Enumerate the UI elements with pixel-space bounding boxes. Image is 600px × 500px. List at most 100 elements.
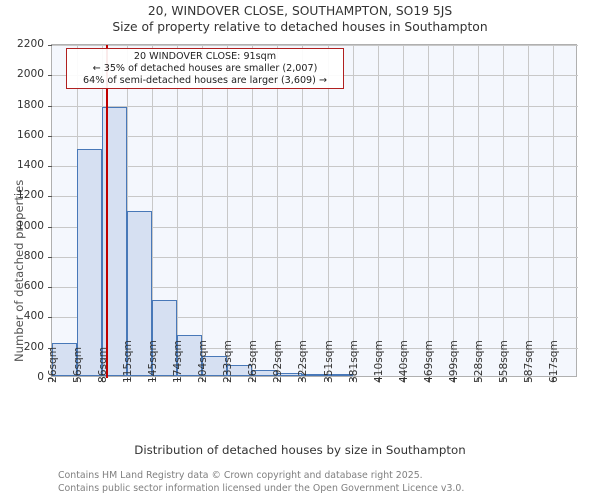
x-axis-tick-label: 233sqm <box>222 340 235 383</box>
histogram-bar <box>252 369 278 376</box>
y-axis-tick-label: 800 <box>23 249 44 262</box>
x-axis-tick-mark <box>302 378 304 382</box>
histogram-bar <box>302 374 328 376</box>
property-annotation-box: 20 WINDOVER CLOSE: 91sqm ← 35% of detach… <box>66 48 344 89</box>
x-axis-tick-label: 322sqm <box>297 340 310 383</box>
gridline-horizontal <box>52 135 578 137</box>
y-axis-tick-mark <box>48 226 52 228</box>
property-marker-line <box>106 45 109 378</box>
histogram-bar <box>327 373 353 376</box>
footer-line-1: Contains HM Land Registry data © Crown c… <box>58 470 423 481</box>
gridline-vertical <box>527 45 529 378</box>
y-axis-tick-mark <box>48 45 52 46</box>
y-axis-tick-mark <box>48 317 52 319</box>
x-axis-tick-label: 440sqm <box>397 340 410 383</box>
x-axis-tick-label: 204sqm <box>197 340 210 383</box>
gridline-horizontal <box>52 226 578 228</box>
x-axis-tick-mark <box>227 378 229 382</box>
gridline-vertical <box>177 45 179 378</box>
x-axis-tick-mark <box>477 378 479 382</box>
y-axis-tick-label: 1400 <box>17 159 44 172</box>
gridline-vertical <box>152 45 154 378</box>
x-axis-tick-mark <box>152 378 154 382</box>
x-axis-tick-mark <box>527 378 529 382</box>
y-axis-tick-mark <box>48 166 52 168</box>
gridline-vertical <box>377 45 379 378</box>
x-axis-tick-label: 381sqm <box>347 340 360 383</box>
x-axis-tick-label: 26sqm <box>47 346 59 383</box>
x-axis-tick-label: 528sqm <box>472 340 485 383</box>
histogram-bar <box>52 342 78 376</box>
gridline-vertical <box>252 45 254 378</box>
gridline-horizontal <box>52 166 578 168</box>
x-axis-tick-mark <box>77 378 79 382</box>
gridline-vertical <box>452 45 454 378</box>
x-axis-tick-label: 174sqm <box>172 340 185 383</box>
gridline-horizontal <box>52 347 578 349</box>
gridline-vertical <box>502 45 504 378</box>
x-axis-tick-label: 351sqm <box>322 340 335 383</box>
x-axis-tick-label: 292sqm <box>272 340 285 383</box>
x-axis-tick-mark <box>52 378 53 382</box>
gridline-vertical <box>552 45 554 378</box>
x-axis-tick-label: 56sqm <box>72 346 85 383</box>
x-axis-tick-mark <box>127 378 129 382</box>
y-axis-tick-label: 600 <box>23 280 44 293</box>
histogram-bar <box>202 356 228 376</box>
chart-subtitle: Size of property relative to detached ho… <box>112 20 488 34</box>
gridline-horizontal <box>52 287 578 289</box>
y-axis-tick-mark <box>48 105 52 107</box>
y-axis-tick-mark <box>48 75 52 77</box>
gridline-vertical <box>402 45 404 378</box>
x-axis-tick-label: 499sqm <box>447 340 460 383</box>
y-axis-tick-label: 1000 <box>17 219 44 232</box>
gridline-vertical <box>227 45 229 378</box>
x-axis-tick-mark <box>202 378 204 382</box>
y-axis-tick-mark <box>48 196 52 198</box>
gridline-vertical <box>352 45 354 378</box>
x-axis-tick-mark <box>452 378 454 382</box>
gridline-vertical <box>277 45 279 378</box>
y-axis-tick-mark <box>48 135 52 137</box>
histogram-bar <box>127 211 153 376</box>
chart-title: 20, WINDOVER CLOSE, SOUTHAMPTON, SO19 5J… <box>147 4 453 18</box>
x-axis-tick-mark <box>552 378 554 382</box>
x-axis-tick-mark <box>427 378 429 382</box>
x-axis-tick-label: 410sqm <box>372 340 385 383</box>
histogram-bar <box>152 300 178 376</box>
gridline-vertical <box>477 45 479 378</box>
histogram-bar <box>77 148 103 376</box>
y-axis-tick-mark <box>48 378 52 379</box>
x-axis-tick-mark <box>252 378 254 382</box>
x-axis-tick-label: 263sqm <box>247 340 260 383</box>
annotation-line-2: ← 35% of detached houses are smaller (2,… <box>92 63 318 75</box>
x-axis-tick-mark <box>102 378 104 382</box>
plot-area <box>48 44 578 382</box>
histogram-bar <box>277 372 303 376</box>
y-axis-tick-mark <box>48 287 52 289</box>
histogram-bar <box>177 335 203 376</box>
y-axis-tick-label: 2200 <box>17 38 44 50</box>
x-axis-title: Distribution of detached houses by size … <box>134 443 466 457</box>
gridline-horizontal <box>52 45 578 46</box>
x-axis-tick-label: 115sqm <box>122 340 135 383</box>
gridline-horizontal <box>52 317 578 319</box>
y-axis-tick-label: 1200 <box>17 189 44 202</box>
footer-line-2: Contains public sector information licen… <box>58 483 465 494</box>
gridline-vertical <box>302 45 304 378</box>
annotation-line-3: 64% of semi-detached houses are larger (… <box>83 75 327 87</box>
x-axis-tick-label: 469sqm <box>422 340 435 383</box>
x-axis-tick-mark <box>502 378 504 382</box>
x-axis-tick-mark <box>352 378 354 382</box>
gridline-vertical <box>202 45 204 378</box>
y-axis-tick-label: 200 <box>23 340 44 353</box>
histogram-bar <box>102 106 128 376</box>
y-axis-tick-label: 400 <box>23 310 44 323</box>
x-axis-tick-mark <box>402 378 404 382</box>
annotation-line-1: 20 WINDOVER CLOSE: 91sqm <box>133 51 277 62</box>
x-axis-tick-mark <box>177 378 179 382</box>
y-axis-tick-mark <box>48 256 52 258</box>
gridline-horizontal <box>52 105 578 107</box>
histogram-bar <box>227 364 253 376</box>
